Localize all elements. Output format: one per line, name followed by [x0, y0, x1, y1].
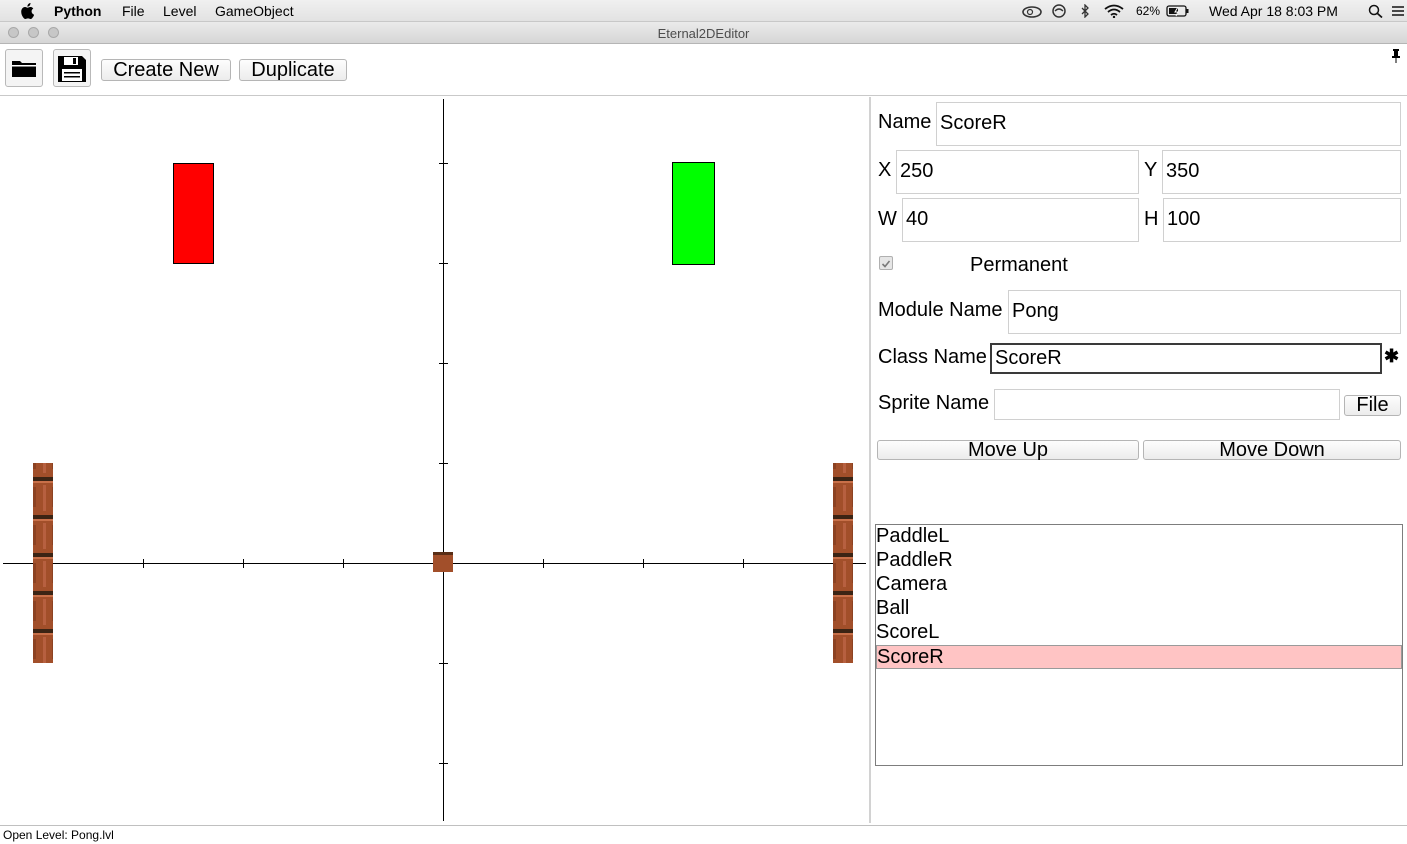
name-label: Name: [878, 111, 932, 133]
list-item-selected[interactable]: ScoreR: [876, 645, 1402, 669]
w-field[interactable]: 40: [902, 198, 1139, 242]
zoom-window-button[interactable]: [48, 27, 59, 38]
menu-app-name[interactable]: Python: [54, 3, 102, 19]
paddle-right[interactable]: [672, 162, 715, 265]
h-field[interactable]: 100: [1163, 198, 1401, 242]
game-object-list[interactable]: PaddleL PaddleR Camera Ball ScoreL Score…: [875, 524, 1403, 766]
window-title: Eternal2DEditor: [657, 26, 750, 41]
modified-marker-icon: ✱: [1384, 346, 1400, 366]
creative-cloud-icon[interactable]: [1021, 4, 1043, 18]
module-name-label: Module Name: [878, 299, 1003, 321]
module-name-field[interactable]: Pong: [1008, 290, 1401, 334]
sprite-name-label: Sprite Name: [878, 392, 990, 414]
list-item[interactable]: ScoreL: [876, 621, 940, 643]
panel-splitter[interactable]: [869, 97, 871, 823]
name-field[interactable]: ScoreR: [936, 102, 1401, 146]
move-down-button[interactable]: Move Down: [1143, 440, 1401, 460]
class-name-label: Class Name: [878, 346, 987, 368]
sync-icon[interactable]: [1051, 4, 1067, 18]
bluetooth-icon[interactable]: [1079, 4, 1091, 18]
apple-icon[interactable]: [20, 3, 34, 19]
menu-clock[interactable]: Wed Apr 18 8:03 PM: [1209, 3, 1338, 19]
x-field[interactable]: 250: [896, 150, 1139, 194]
wall-right[interactable]: [833, 463, 853, 663]
battery-percent: 62%: [1136, 4, 1161, 18]
scene-canvas[interactable]: [0, 97, 868, 823]
close-window-button[interactable]: [8, 27, 19, 38]
duplicate-button[interactable]: Duplicate: [239, 59, 347, 81]
y-label: Y: [1144, 159, 1158, 181]
w-label: W: [878, 208, 897, 230]
wifi-icon[interactable]: [1104, 4, 1124, 18]
toolbar: Create New Duplicate: [0, 44, 1407, 96]
open-level-button[interactable]: [5, 49, 43, 87]
x-label: X: [878, 159, 892, 181]
menu-file[interactable]: File: [122, 3, 145, 19]
menu-bar: Python File Level GameObject 62% Wed Apr…: [0, 0, 1407, 22]
sprite-file-button[interactable]: File: [1344, 395, 1401, 416]
battery-icon[interactable]: [1166, 4, 1190, 18]
window-title-bar[interactable]: Eternal2DEditor: [0, 22, 1407, 44]
list-item[interactable]: PaddleL: [876, 525, 950, 547]
permanent-checkbox[interactable]: [879, 256, 893, 270]
save-level-button[interactable]: [53, 49, 91, 87]
paddle-left[interactable]: [173, 163, 214, 264]
permanent-label: Permanent: [970, 254, 1068, 276]
class-name-field[interactable]: ScoreR: [990, 343, 1382, 374]
h-label: H: [1144, 208, 1159, 230]
menu-level[interactable]: Level: [163, 3, 197, 19]
ball-shade: [433, 552, 453, 555]
spotlight-search-icon[interactable]: [1368, 4, 1384, 18]
minimize-window-button[interactable]: [28, 27, 39, 38]
list-item[interactable]: Camera: [876, 573, 948, 595]
create-new-button[interactable]: Create New: [101, 59, 231, 81]
y-field[interactable]: 350: [1162, 150, 1401, 194]
floppy-disk-icon: [58, 56, 86, 82]
menu-list-icon[interactable]: [1390, 4, 1406, 18]
pushpin-icon[interactable]: [1391, 48, 1401, 67]
move-up-button[interactable]: Move Up: [877, 440, 1139, 460]
status-text: Open Level: Pong.lvl: [3, 828, 114, 842]
ball[interactable]: [433, 552, 453, 572]
status-bar: Open Level: Pong.lvl: [0, 825, 1407, 844]
menu-gameobject[interactable]: GameObject: [215, 3, 294, 19]
folder-icon: [12, 61, 36, 77]
list-item[interactable]: PaddleR: [876, 549, 953, 571]
sprite-name-field[interactable]: [994, 389, 1340, 420]
scene-view[interactable]: [0, 97, 868, 823]
checkmark-icon: [881, 260, 891, 268]
wall-left[interactable]: [33, 463, 53, 663]
list-item[interactable]: Ball: [876, 597, 910, 619]
